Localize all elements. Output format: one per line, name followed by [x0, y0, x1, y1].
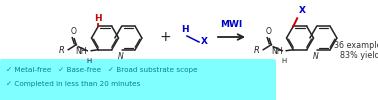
Text: MWI: MWI — [220, 20, 243, 29]
Text: R: R — [58, 46, 64, 55]
Text: H: H — [181, 25, 189, 34]
Text: 83% yield: 83% yield — [340, 52, 378, 60]
Text: H: H — [87, 58, 92, 64]
Text: +: + — [159, 30, 171, 44]
Text: ✓ Metal-free   ✓ Base-free   ✓ Broad substrate scope: ✓ Metal-free ✓ Base-free ✓ Broad substra… — [6, 67, 198, 73]
Text: NH: NH — [271, 47, 282, 56]
Text: 36 examples: 36 examples — [334, 40, 378, 50]
Text: R: R — [253, 46, 259, 55]
Text: N: N — [313, 52, 319, 61]
Text: H: H — [94, 14, 102, 23]
Text: O: O — [265, 27, 271, 36]
FancyBboxPatch shape — [0, 59, 276, 100]
Text: O: O — [70, 27, 76, 36]
Text: X: X — [299, 6, 306, 15]
Text: H: H — [282, 58, 287, 64]
Text: ✓ Completed in less than 20 minutes: ✓ Completed in less than 20 minutes — [6, 81, 140, 87]
Text: NH: NH — [76, 47, 87, 56]
Text: N: N — [118, 52, 124, 61]
Text: X: X — [201, 38, 208, 46]
